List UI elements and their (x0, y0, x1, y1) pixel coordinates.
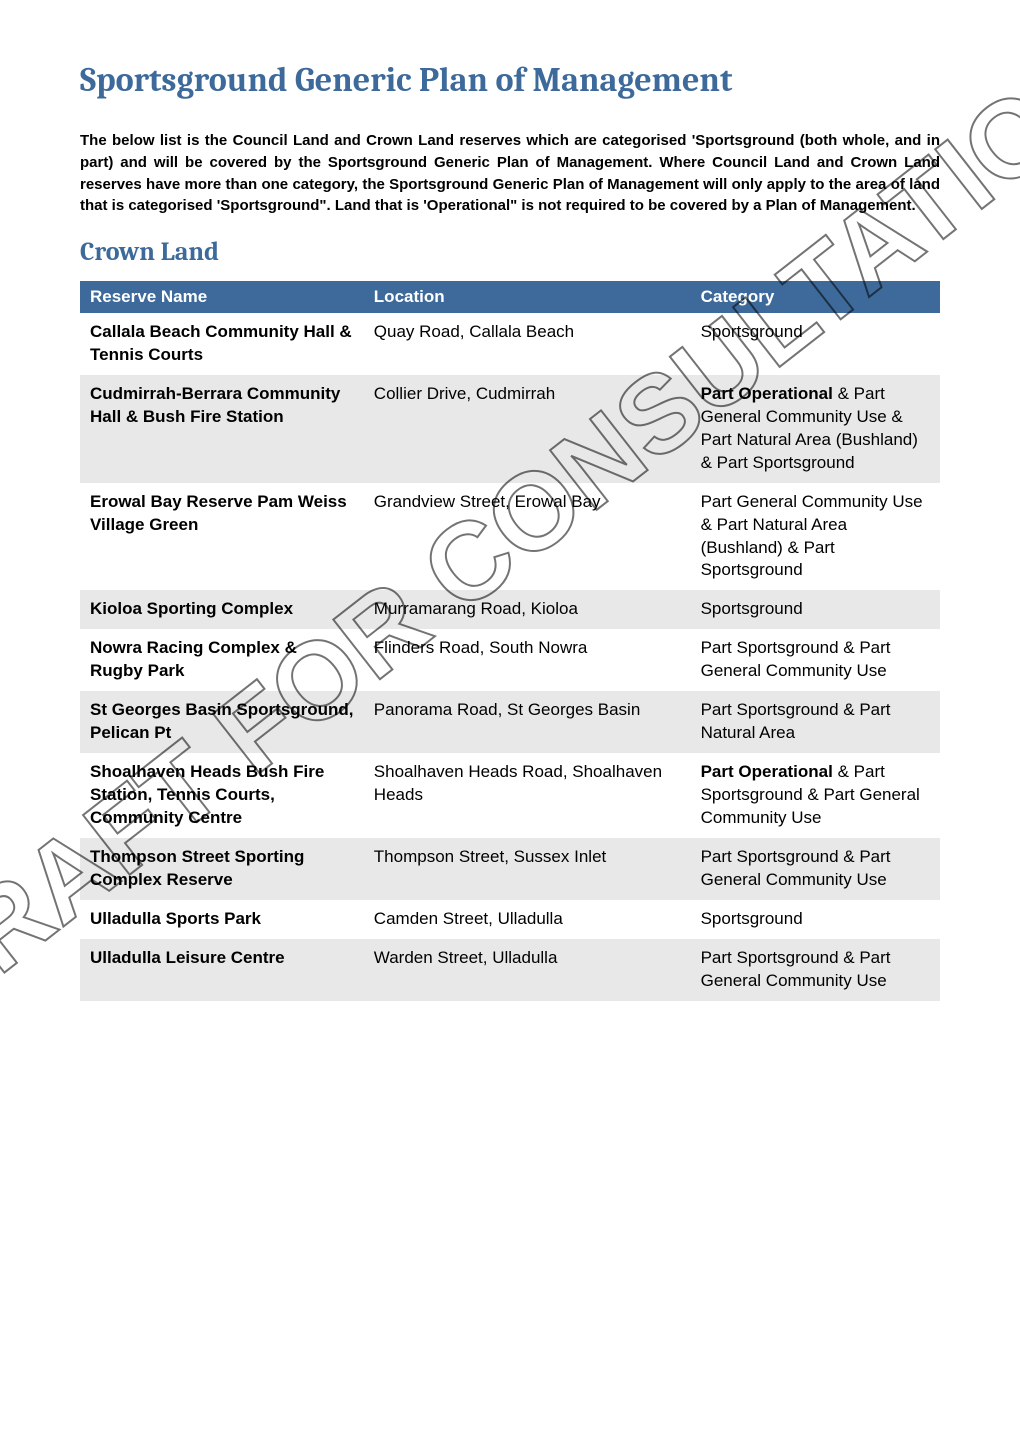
cell-category: Sportsground (691, 590, 940, 629)
cell-reserve-name: Shoalhaven Heads Bush Fire Station, Tenn… (80, 753, 364, 838)
cell-reserve-name: Cudmirrah-Berrara Community Hall & Bush … (80, 375, 364, 483)
table-row: Thompson Street Sporting Complex Reserve… (80, 838, 940, 900)
cell-location: Panorama Road, St Georges Basin (364, 691, 691, 753)
page-title: Sportsground Generic Plan of Management (80, 60, 940, 100)
table-row: Callala Beach Community Hall & Tennis Co… (80, 313, 940, 375)
cell-location: Thompson Street, Sussex Inlet (364, 838, 691, 900)
col-location: Location (364, 281, 691, 313)
table-header-row: Reserve Name Location Category (80, 281, 940, 313)
cell-location: Shoalhaven Heads Road, Shoalhaven Heads (364, 753, 691, 838)
cell-reserve-name: Nowra Racing Complex & Rugby Park (80, 629, 364, 691)
cell-location: Camden Street, Ulladulla (364, 900, 691, 939)
table-row: Kioloa Sporting ComplexMurramarang Road,… (80, 590, 940, 629)
table-row: Erowal Bay Reserve Pam Weiss Village Gre… (80, 483, 940, 591)
col-category: Category (691, 281, 940, 313)
table-row: Cudmirrah-Berrara Community Hall & Bush … (80, 375, 940, 483)
cell-category: Part General Community Use & Part Natura… (691, 483, 940, 591)
cell-location: Murramarang Road, Kioloa (364, 590, 691, 629)
cell-category: Part Sportsground & Part Natural Area (691, 691, 940, 753)
cell-category: Part Operational & Part Sportsground & P… (691, 753, 940, 838)
cell-category: Part Operational & Part General Communit… (691, 375, 940, 483)
table-row: St Georges Basin Sportsground, Pelican P… (80, 691, 940, 753)
cell-location: Grandview Street, Erowal Bay (364, 483, 691, 591)
cell-category: Sportsground (691, 313, 940, 375)
cell-category: Part Sportsground & Part General Communi… (691, 838, 940, 900)
cell-reserve-name: Ulladulla Sports Park (80, 900, 364, 939)
section-heading: Crown Land (80, 237, 940, 267)
cell-location: Quay Road, Callala Beach (364, 313, 691, 375)
col-reserve-name: Reserve Name (80, 281, 364, 313)
table-row: Ulladulla Sports ParkCamden Street, Ulla… (80, 900, 940, 939)
cell-category: Part Sportsground & Part General Communi… (691, 939, 940, 1001)
cell-reserve-name: Callala Beach Community Hall & Tennis Co… (80, 313, 364, 375)
cell-category: Part Sportsground & Part General Communi… (691, 629, 940, 691)
cell-reserve-name: Ulladulla Leisure Centre (80, 939, 364, 1001)
reserves-table: Reserve Name Location Category Callala B… (80, 281, 940, 1001)
intro-paragraph: The below list is the Council Land and C… (80, 130, 940, 217)
cell-reserve-name: St Georges Basin Sportsground, Pelican P… (80, 691, 364, 753)
table-row: Ulladulla Leisure CentreWarden Street, U… (80, 939, 940, 1001)
cell-location: Collier Drive, Cudmirrah (364, 375, 691, 483)
cell-category: Sportsground (691, 900, 940, 939)
cell-reserve-name: Kioloa Sporting Complex (80, 590, 364, 629)
table-row: Nowra Racing Complex & Rugby ParkFlinder… (80, 629, 940, 691)
cell-location: Warden Street, Ulladulla (364, 939, 691, 1001)
table-row: Shoalhaven Heads Bush Fire Station, Tenn… (80, 753, 940, 838)
cell-reserve-name: Erowal Bay Reserve Pam Weiss Village Gre… (80, 483, 364, 591)
cell-reserve-name: Thompson Street Sporting Complex Reserve (80, 838, 364, 900)
cell-location: Flinders Road, South Nowra (364, 629, 691, 691)
